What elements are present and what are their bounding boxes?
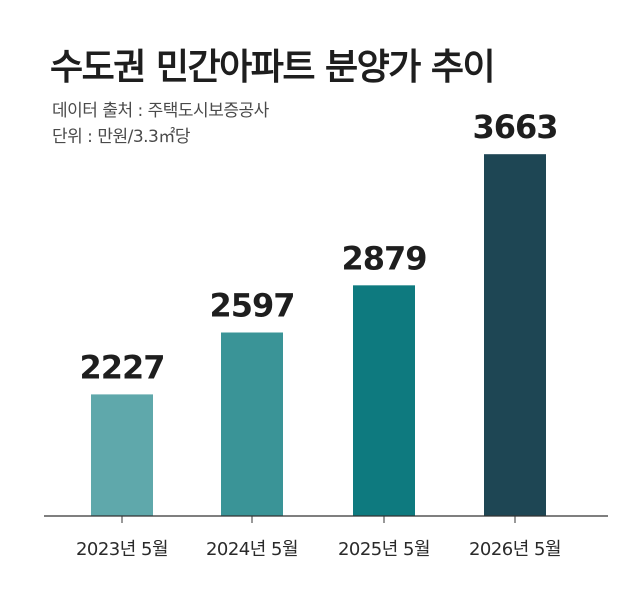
data-label: 3663: [472, 108, 557, 146]
bar: [353, 285, 415, 516]
data-label: 2227: [79, 348, 164, 386]
x-tick-label: 2023년 5월: [76, 539, 168, 560]
x-tick-label: 2026년 5월: [469, 539, 561, 560]
data-label: 2597: [209, 287, 294, 325]
chart-title: 수도권 민간아파트 분양가 추이: [50, 47, 496, 88]
data-label: 2879: [341, 239, 426, 277]
bar: [91, 394, 153, 516]
x-tick-label: 2024년 5월: [206, 539, 298, 560]
bar: [484, 154, 546, 516]
data-source-note: 데이터 출처 : 주택도시보증공사: [52, 101, 269, 121]
unit-note: 단위 : 만원/3.3㎡당: [52, 127, 191, 147]
x-tick-label: 2025년 5월: [338, 539, 430, 560]
bar: [221, 332, 283, 516]
